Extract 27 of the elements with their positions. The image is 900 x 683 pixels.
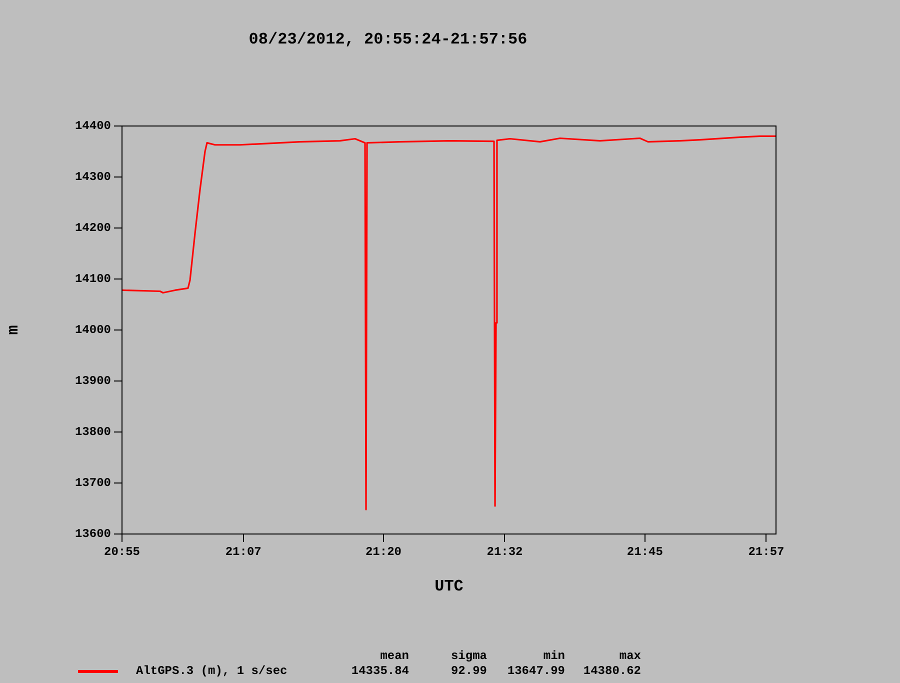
x-axis-title: UTC <box>434 577 464 596</box>
x-tick-label: 21:07 <box>225 545 262 560</box>
x-tick-label: 20:55 <box>104 545 140 560</box>
y-tick-label: 14300 <box>74 170 111 184</box>
text: mean <box>380 649 409 663</box>
text: 13647.99 <box>507 664 565 678</box>
y-tick-label: 13700 <box>74 476 111 490</box>
y-tick-label: 14200 <box>74 221 111 236</box>
y-tick-label: 13600 <box>74 527 111 542</box>
chart-title: 08/23/2012, 20:55:24-21:57:56 <box>248 30 528 49</box>
x-tick-label: 21:20 <box>365 545 402 560</box>
text: 14380.62 <box>583 664 641 678</box>
x-tick-label: 21:57 <box>748 545 784 560</box>
x-tick-label: 21:45 <box>626 545 663 560</box>
text: min <box>543 649 565 663</box>
y-tick-label: 13900 <box>74 374 111 388</box>
text: 92.99 <box>450 664 487 678</box>
y-tick-label: 14400 <box>74 119 111 134</box>
legend-label: AltGPS.3 (m), 1 s/sec <box>136 664 288 678</box>
text: 14335.84 <box>351 664 409 678</box>
y-axis-title: m <box>4 324 23 335</box>
y-tick-label: 13800 <box>74 425 111 440</box>
y-tick-label: 14000 <box>74 323 111 338</box>
text: max <box>619 649 641 663</box>
text: sigma <box>450 649 487 663</box>
y-tick-label: 14100 <box>74 272 111 286</box>
x-tick-label: 21:32 <box>486 545 523 560</box>
